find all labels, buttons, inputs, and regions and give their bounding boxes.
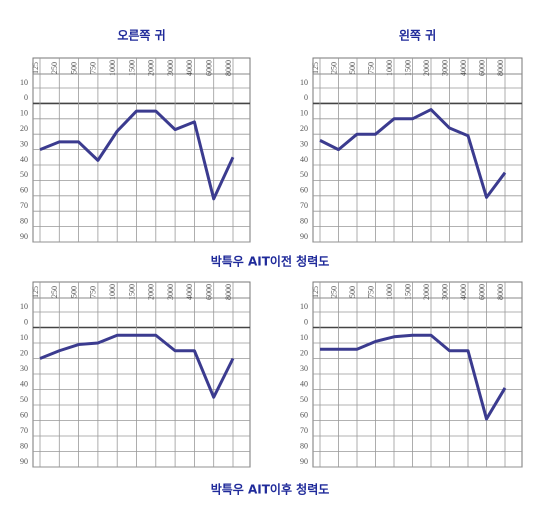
x-tick-label: 2000 <box>147 60 156 76</box>
x-tick-label: 750 <box>89 286 98 298</box>
x-tick-label: 1500 <box>127 284 136 300</box>
y-tick-label: 50 <box>300 395 308 404</box>
x-tick-label: 2000 <box>422 60 431 76</box>
x-tick-label: 8000 <box>224 284 233 300</box>
x-tick-label: 8000 <box>224 60 233 76</box>
y-tick-label: 60 <box>300 186 308 195</box>
y-tick-label: 20 <box>20 124 28 133</box>
x-tick-label: 1500 <box>403 60 412 76</box>
x-tick-label: 1000 <box>385 60 394 76</box>
x-tick-label: 125 <box>31 286 40 298</box>
hearing-line <box>319 108 507 199</box>
x-tick-label: 6000 <box>205 60 214 76</box>
x-tick-label: 8000 <box>496 284 505 300</box>
y-tick-label: 40 <box>20 155 28 164</box>
x-tick-label: 3000 <box>440 60 449 76</box>
caption: 박특우 AIT이전 청력도 <box>211 254 330 269</box>
y-tick-label: 70 <box>300 201 308 210</box>
grid-frame <box>312 281 523 468</box>
x-tick-label: 1000 <box>108 60 117 76</box>
chart-title: 오른쪽 귀 <box>117 28 165 43</box>
y-tick-label: 50 <box>20 395 28 404</box>
x-tick-label: 3000 <box>440 284 449 300</box>
y-tick-label: 0 <box>24 317 28 326</box>
x-tick-label: 6000 <box>477 60 486 76</box>
y-tick-label: 30 <box>300 364 308 373</box>
x-tick-label: 500 <box>348 286 357 298</box>
y-tick-label: 90 <box>20 232 28 241</box>
x-tick-label: 250 <box>50 62 59 74</box>
x-tick-label: 8000 <box>496 60 505 76</box>
y-tick-label: 10 <box>20 78 28 87</box>
x-tick-label: 750 <box>366 286 375 298</box>
x-tick-label: 4000 <box>459 60 468 76</box>
x-tick-label: 2000 <box>422 284 431 300</box>
y-tick-label: 20 <box>20 348 28 357</box>
y-tick-label: 30 <box>20 139 28 148</box>
x-tick-label: 1000 <box>108 284 117 300</box>
y-tick-label: 90 <box>300 457 308 466</box>
y-tick-label: 60 <box>20 410 28 419</box>
x-tick-label: 500 <box>69 286 78 298</box>
grid-frame <box>32 281 251 468</box>
y-tick-label: 20 <box>300 348 308 357</box>
x-tick-label: 500 <box>69 62 78 74</box>
x-tick-label: 750 <box>89 62 98 74</box>
x-tick-label: 250 <box>329 62 338 74</box>
y-tick-label: 70 <box>20 426 28 435</box>
y-tick-label: 50 <box>20 170 28 179</box>
caption: 박특우 AIT이후 청력도 <box>211 482 330 497</box>
y-tick-label: 10 <box>300 302 308 311</box>
x-tick-label: 4000 <box>185 284 194 300</box>
x-tick-label: 500 <box>348 62 357 74</box>
x-tick-label: 250 <box>50 286 59 298</box>
y-tick-label: 10 <box>300 109 308 118</box>
hearing-line <box>320 333 507 421</box>
x-tick-label: 1500 <box>127 60 136 76</box>
y-tick-label: 0 <box>24 93 28 102</box>
y-tick-label: 0 <box>304 317 308 326</box>
hearing-line <box>39 109 235 201</box>
x-tick-label: 6000 <box>477 284 486 300</box>
y-tick-label: 10 <box>300 78 308 87</box>
y-tick-label: 60 <box>300 410 308 419</box>
x-tick-label: 125 <box>311 286 320 298</box>
x-tick-label: 125 <box>311 62 320 74</box>
y-tick-label: 40 <box>300 379 308 388</box>
y-tick-label: 60 <box>20 186 28 195</box>
y-tick-label: 50 <box>300 170 308 179</box>
y-tick-label: 80 <box>300 216 308 225</box>
y-tick-label: 70 <box>300 426 308 435</box>
x-tick-label: 2000 <box>147 284 156 300</box>
y-tick-label: 30 <box>20 364 28 373</box>
y-tick-label: 20 <box>300 124 308 133</box>
y-tick-label: 10 <box>300 333 308 342</box>
x-tick-label: 6000 <box>205 284 214 300</box>
y-tick-label: 10 <box>20 302 28 311</box>
x-tick-label: 125 <box>31 62 40 74</box>
y-tick-label: 80 <box>20 216 28 225</box>
x-tick-label: 4000 <box>185 60 194 76</box>
hearing-line <box>39 333 235 399</box>
y-tick-label: 10 <box>20 109 28 118</box>
y-tick-label: 40 <box>300 155 308 164</box>
chart-title: 왼쪽 귀 <box>399 28 436 43</box>
x-tick-label: 3000 <box>166 60 175 76</box>
y-tick-label: 90 <box>300 232 308 241</box>
x-tick-label: 1000 <box>385 284 394 300</box>
y-tick-label: 0 <box>304 93 308 102</box>
x-tick-label: 250 <box>329 286 338 298</box>
y-tick-label: 80 <box>20 441 28 450</box>
x-tick-label: 1500 <box>403 284 412 300</box>
x-tick-label: 3000 <box>166 284 175 300</box>
y-tick-label: 10 <box>20 333 28 342</box>
y-tick-label: 40 <box>20 379 28 388</box>
y-tick-label: 70 <box>20 201 28 210</box>
y-tick-label: 90 <box>20 457 28 466</box>
y-tick-label: 30 <box>300 139 308 148</box>
x-tick-label: 4000 <box>459 284 468 300</box>
y-tick-label: 80 <box>300 441 308 450</box>
x-tick-label: 750 <box>366 62 375 74</box>
